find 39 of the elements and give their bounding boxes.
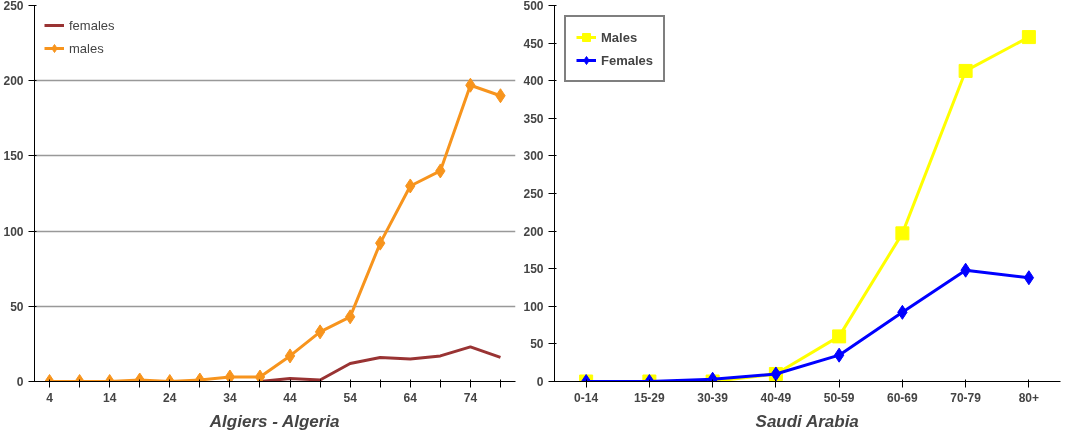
y-tick-label: 100 bbox=[523, 299, 544, 314]
x-tick-label: 70-79 bbox=[950, 390, 982, 405]
x-tick-label: 14 bbox=[102, 390, 117, 405]
y-tick-label: 200 bbox=[3, 74, 24, 89]
y-tick-label: 50 bbox=[10, 299, 24, 314]
y-tick-label: 150 bbox=[523, 262, 544, 277]
x-tick-label: 34 bbox=[223, 390, 237, 405]
y-tick-label: 250 bbox=[523, 187, 544, 201]
x-tick-label: 64 bbox=[403, 390, 418, 405]
x-tick-label: 80+ bbox=[1018, 390, 1040, 405]
y-tick-label: 0 bbox=[536, 375, 544, 389]
y-tick-label: 300 bbox=[523, 149, 544, 164]
x-tick-label: 44 bbox=[283, 390, 298, 405]
x-tick-label: 40-49 bbox=[760, 390, 792, 405]
x-tick-label: 15-29 bbox=[634, 390, 666, 405]
y-tick-label: 400 bbox=[523, 74, 544, 89]
y-tick-label: 450 bbox=[523, 36, 544, 51]
legend-label: males bbox=[69, 40, 104, 56]
y-tick-label: 0 bbox=[16, 375, 24, 389]
y-tick-label: 350 bbox=[523, 111, 544, 126]
y-tick-label: 200 bbox=[523, 224, 544, 239]
x-tick-label: 54 bbox=[343, 390, 358, 405]
x-tick-label: 60-69 bbox=[887, 390, 919, 405]
text: Saudi Arabia bbox=[755, 411, 859, 431]
y-tick-label: 150 bbox=[3, 149, 24, 164]
legend-label: Females bbox=[601, 52, 654, 68]
y-tick-label: 250 bbox=[3, 0, 24, 13]
x-tick-label: 30-39 bbox=[697, 390, 729, 405]
x-tick-label: 50-59 bbox=[823, 390, 855, 405]
x-tick-label: 0-14 bbox=[574, 390, 599, 405]
y-tick-label: 100 bbox=[3, 224, 24, 239]
x-tick-label: 74 bbox=[463, 390, 478, 405]
text: Algiers - Algeria bbox=[208, 411, 340, 431]
y-tick-label: 500 bbox=[523, 0, 544, 13]
legend-label: females bbox=[69, 17, 115, 33]
x-tick-label: 24 bbox=[163, 390, 177, 405]
legend-label: Males bbox=[601, 29, 638, 45]
y-tick-label: 50 bbox=[530, 337, 544, 352]
x-tick-label: 4 bbox=[46, 390, 54, 405]
